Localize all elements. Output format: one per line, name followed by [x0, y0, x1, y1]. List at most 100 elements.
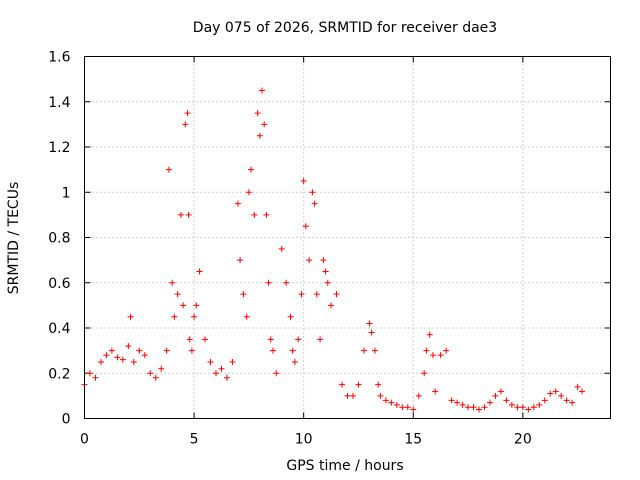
data-point — [240, 291, 247, 298]
data-point — [283, 279, 290, 286]
data-point — [366, 320, 373, 327]
data-point — [355, 381, 362, 388]
x-axis-label: GPS time / hours — [286, 458, 403, 474]
data-point — [547, 390, 554, 397]
data-point — [180, 302, 187, 309]
data-point — [86, 370, 93, 377]
data-point — [269, 347, 276, 354]
data-point — [344, 392, 351, 399]
data-point — [218, 365, 225, 372]
data-point — [476, 406, 482, 413]
data-point — [465, 404, 472, 411]
y-tick-label: 0.6 — [48, 276, 70, 292]
y-tick-label: 1.6 — [48, 50, 70, 66]
data-point — [454, 399, 461, 406]
data-point — [152, 374, 159, 381]
data-point — [108, 347, 115, 354]
data-point — [569, 399, 576, 406]
data-point — [245, 189, 252, 196]
y-tick-label: 0.8 — [48, 231, 70, 247]
data-point — [158, 365, 165, 372]
x-tick-labels: 0 5 10 15 20 — [80, 432, 532, 448]
data-point — [229, 358, 236, 365]
data-point — [486, 399, 493, 406]
data-point — [309, 189, 316, 196]
y-tick-label: 0 — [62, 412, 71, 428]
data-point — [320, 257, 327, 264]
data-point — [243, 313, 250, 320]
data-point — [421, 370, 428, 377]
data-point — [169, 279, 176, 286]
data-point — [404, 404, 411, 411]
data-point — [248, 166, 255, 173]
data-point — [92, 374, 99, 381]
data-point — [508, 401, 515, 408]
data-point — [289, 347, 296, 354]
data-point — [563, 397, 570, 404]
data-point — [202, 336, 209, 343]
data-point — [382, 397, 389, 404]
data-point — [298, 291, 305, 298]
data-point — [371, 347, 378, 354]
data-point — [459, 401, 466, 408]
data-point — [265, 279, 272, 286]
data-point — [237, 257, 244, 264]
data-point — [207, 358, 214, 365]
y-tick-label: 1 — [62, 185, 71, 201]
data-point — [287, 313, 294, 320]
data-point — [97, 358, 104, 365]
data-point — [503, 397, 510, 404]
data-point — [141, 352, 148, 359]
data-point — [174, 291, 181, 298]
data-point — [415, 392, 422, 399]
data-point — [377, 392, 384, 399]
data-point — [448, 397, 455, 404]
data-point — [125, 343, 132, 350]
data-point — [193, 302, 200, 309]
data-point — [302, 223, 309, 230]
y-tick-label: 0.4 — [48, 321, 70, 337]
data-point — [182, 121, 189, 128]
data-point — [328, 302, 335, 309]
x-tick-label: 0 — [80, 432, 89, 448]
data-point — [426, 331, 433, 338]
data-point — [339, 381, 346, 388]
data-point — [470, 404, 477, 411]
data-point — [184, 110, 191, 117]
data-point — [375, 381, 382, 388]
data-point — [514, 404, 521, 411]
data-point — [525, 406, 532, 413]
data-point — [497, 388, 504, 395]
data-point — [177, 211, 184, 218]
data-point — [171, 313, 178, 320]
data-point — [541, 397, 548, 404]
data-point — [130, 358, 137, 365]
data-point — [254, 110, 261, 117]
data-point — [368, 329, 375, 336]
data-point — [114, 354, 121, 361]
data-point — [432, 388, 439, 395]
data-point — [196, 268, 203, 275]
axis-ticks — [84, 56, 611, 419]
data-point — [443, 347, 450, 354]
data-point — [324, 279, 331, 286]
data-point — [349, 392, 356, 399]
data-point — [259, 87, 266, 94]
data-point — [295, 336, 302, 343]
y-tick-label: 1.2 — [48, 140, 70, 156]
data-point — [317, 336, 324, 343]
data-point — [234, 200, 241, 207]
data-point — [300, 177, 307, 184]
data-point — [147, 370, 154, 377]
data-point — [388, 399, 395, 406]
data-point — [306, 257, 313, 264]
data-point — [136, 347, 143, 354]
data-points — [81, 87, 586, 413]
data-point — [558, 392, 565, 399]
data-point — [263, 211, 270, 218]
data-point — [423, 347, 430, 354]
data-point — [579, 388, 586, 395]
data-point — [410, 406, 417, 413]
data-point — [481, 404, 488, 411]
